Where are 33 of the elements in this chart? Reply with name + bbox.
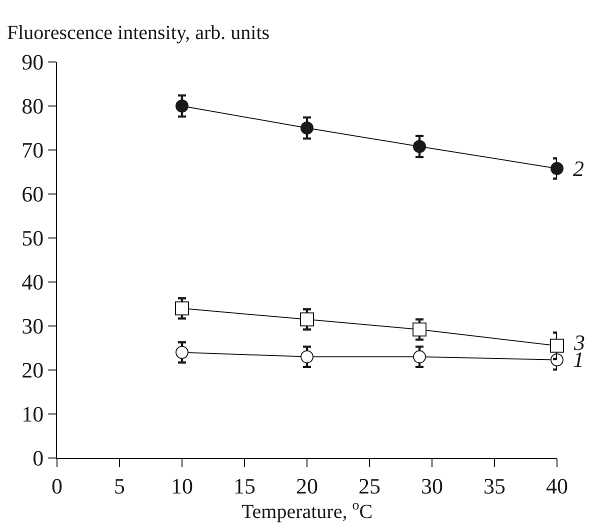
y-tick-label: 0 [32,446,44,471]
y-axis-title: Fluorescence intensity, arb. units [7,22,270,44]
x-tick-label: 40 [546,473,568,498]
point [300,122,314,134]
x-axis-title: Temperature, $^{o}$C [241,498,373,523]
point [550,338,564,353]
point [300,312,314,326]
y-tick-label: 20 [22,358,44,383]
point [550,162,564,175]
x-tick-label: 15 [234,473,256,498]
x-tick-label: 10 [171,473,193,498]
y-tick-label: 50 [22,226,44,251]
point [175,301,189,316]
y-tick-label: 60 [22,182,44,207]
y-tick-label: 70 [22,138,44,163]
y-tick-label: 30 [22,314,44,339]
x-tick-label: 30 [421,473,443,498]
y-tick-label: 90 [22,50,44,75]
x-tick-label: 35 [484,473,506,498]
x-tick-label: 20 [296,473,318,498]
point [413,140,426,153]
x-tick-label: 0 [52,473,62,498]
x-tick-label: 25 [358,473,380,498]
y-tick-label: 10 [22,402,44,427]
y-tick-label: 40 [22,270,44,295]
point [176,100,188,112]
point [300,350,314,364]
point [412,322,426,337]
series-label: 2 [573,156,584,181]
y-tick-label: 80 [22,94,44,119]
point [413,350,426,364]
x-tick-label: 5 [114,473,125,498]
point [176,346,188,359]
